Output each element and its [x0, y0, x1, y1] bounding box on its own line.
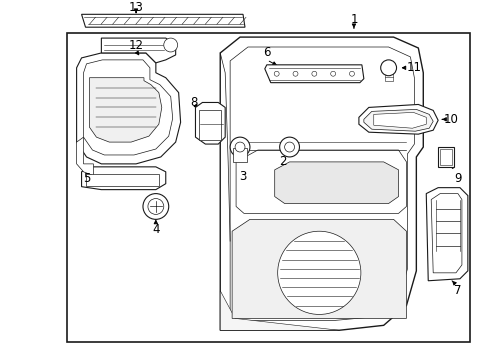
Circle shape [148, 199, 163, 215]
Bar [199, 111, 221, 140]
Circle shape [277, 231, 360, 314]
Polygon shape [274, 162, 398, 203]
Bar [233, 148, 246, 162]
Polygon shape [101, 38, 175, 63]
Text: 10: 10 [443, 113, 458, 126]
Text: 8: 8 [189, 96, 197, 109]
Text: 12: 12 [128, 39, 143, 51]
Bar [85, 174, 159, 186]
Polygon shape [232, 219, 406, 318]
Circle shape [311, 71, 316, 76]
Polygon shape [81, 167, 165, 190]
Circle shape [284, 142, 294, 152]
Polygon shape [230, 47, 413, 320]
Polygon shape [77, 53, 180, 164]
Polygon shape [236, 150, 406, 213]
Text: 1: 1 [349, 13, 357, 26]
Polygon shape [220, 37, 423, 330]
Circle shape [163, 38, 177, 52]
Polygon shape [264, 65, 363, 83]
Text: 13: 13 [128, 1, 143, 14]
Circle shape [230, 137, 249, 157]
Text: 9: 9 [453, 172, 461, 185]
Text: 2: 2 [278, 156, 286, 168]
Bar [439, 149, 451, 165]
Polygon shape [195, 103, 225, 144]
Circle shape [235, 142, 244, 152]
Bar [384, 69, 392, 81]
Text: 5: 5 [82, 172, 90, 185]
Polygon shape [430, 194, 461, 273]
Polygon shape [358, 104, 437, 134]
Polygon shape [77, 137, 93, 176]
Text: 6: 6 [263, 46, 270, 59]
Polygon shape [89, 78, 162, 142]
Circle shape [380, 60, 396, 76]
Polygon shape [220, 291, 338, 330]
Circle shape [142, 194, 168, 219]
Text: 3: 3 [239, 170, 246, 183]
Circle shape [349, 71, 354, 76]
Circle shape [279, 137, 299, 157]
Text: 4: 4 [152, 223, 159, 236]
Polygon shape [373, 112, 426, 128]
Bar [437, 147, 453, 167]
Polygon shape [83, 60, 172, 155]
Polygon shape [81, 14, 244, 27]
Polygon shape [426, 188, 467, 281]
Polygon shape [363, 109, 432, 131]
Circle shape [274, 71, 279, 76]
Bar [66, 33, 469, 342]
Circle shape [292, 71, 297, 76]
Text: 7: 7 [453, 284, 461, 297]
Text: 11: 11 [406, 61, 421, 74]
Circle shape [330, 71, 335, 76]
